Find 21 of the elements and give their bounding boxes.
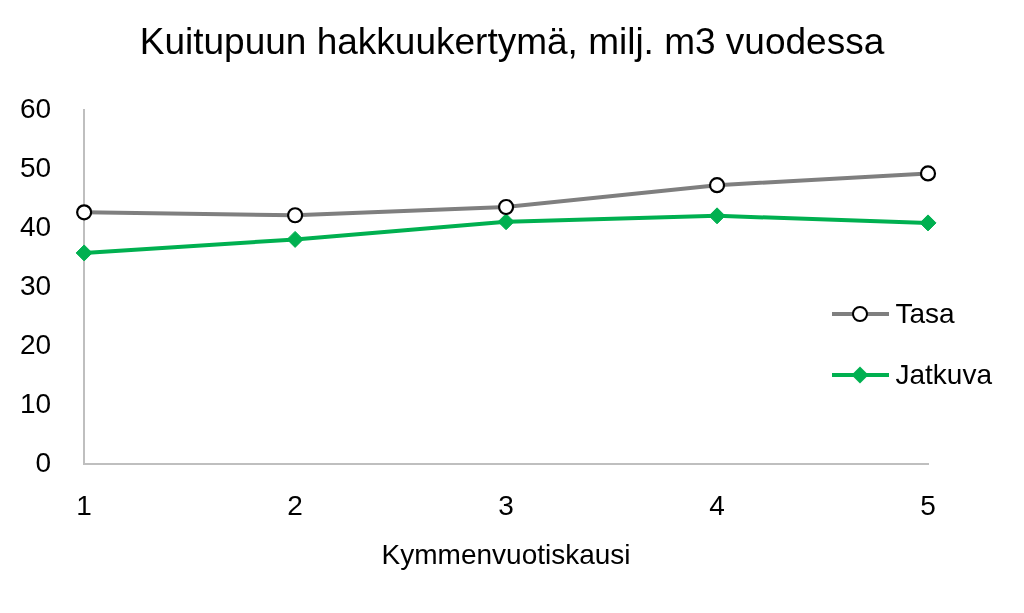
x-tick-label: 1 xyxy=(76,490,92,522)
chart-title: Kuitupuun hakkuukertymä, milj. m3 vuodessa xyxy=(139,21,885,63)
x-tick-label: 4 xyxy=(709,490,725,522)
legend-label: Tasa xyxy=(895,297,955,330)
x-axis-title: Kymmenvuotiskausi xyxy=(381,538,631,570)
x-tick-label: 2 xyxy=(287,490,303,522)
legend-label: Jatkuva xyxy=(895,358,992,391)
point xyxy=(75,244,93,262)
point xyxy=(286,230,304,248)
x-tick-label: 5 xyxy=(920,490,936,522)
y-tick-label: 50 xyxy=(19,152,52,184)
point xyxy=(919,214,937,232)
y-tick-label: 40 xyxy=(19,210,52,242)
y-tick-label: 30 xyxy=(19,269,52,301)
point xyxy=(708,207,726,225)
y-tick-label: 10 xyxy=(19,387,52,419)
y-tick-label: 20 xyxy=(19,328,52,360)
y-tick-label: 60 xyxy=(19,93,52,125)
y-tick-label: 0 xyxy=(35,446,52,478)
point xyxy=(497,213,515,231)
x-tick-label: 3 xyxy=(498,490,514,522)
